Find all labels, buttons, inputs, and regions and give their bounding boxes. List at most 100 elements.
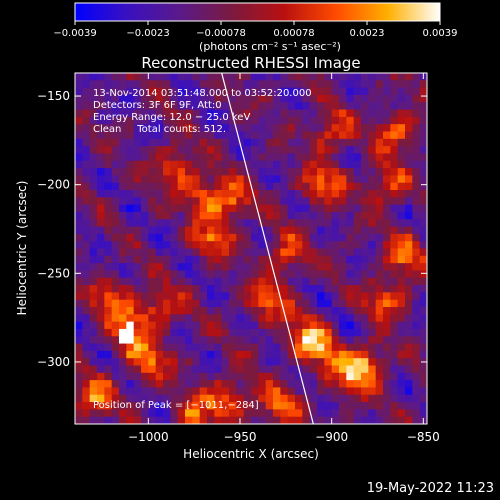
heatmap-cell (236, 307, 245, 315)
heatmap-cell (89, 299, 98, 308)
heatmap-cell (383, 102, 391, 110)
heatmap-cell (111, 160, 120, 169)
heatmap-cell (375, 226, 384, 235)
heatmap-cell (405, 138, 413, 147)
heatmap-cell (104, 241, 113, 249)
heatmap-cell (119, 226, 127, 235)
heatmap-cell (251, 175, 259, 184)
heatmap-cell (280, 255, 289, 264)
heatmap-cell (119, 116, 127, 125)
heatmap-cell (207, 350, 215, 359)
heatmap-cell (265, 109, 274, 118)
heatmap-cell (309, 94, 318, 103)
heatmap-cell (390, 102, 399, 110)
heatmap-cell (324, 365, 333, 374)
heatmap-cell (192, 116, 201, 125)
heatmap-cell (155, 146, 164, 154)
heatmap-cell (207, 402, 215, 410)
heatmap-cell (111, 307, 120, 315)
heatmap-cell (97, 175, 105, 184)
heatmap-cell (383, 248, 391, 257)
heatmap-cell (375, 87, 384, 96)
heatmap-cell (126, 277, 135, 286)
heatmap-cell (177, 402, 186, 410)
heatmap-cell (111, 226, 120, 235)
heatmap-cell (104, 307, 113, 315)
heatmap-cell (346, 182, 355, 191)
heatmap-cell (82, 365, 91, 374)
heatmap-cell (141, 80, 149, 89)
heatmap-cell (405, 263, 413, 271)
heatmap-cell (221, 116, 230, 125)
heatmap-cell (287, 321, 296, 330)
heatmap-cell (397, 394, 406, 403)
heatmap-cell (302, 358, 311, 366)
heatmap-cell (243, 402, 252, 410)
heatmap-cell (397, 263, 406, 271)
heatmap-cell (280, 365, 289, 374)
heatmap-cell (302, 321, 311, 330)
heatmap-cell (397, 131, 406, 140)
heatmap-cell (265, 255, 274, 264)
heatmap-cell (258, 80, 267, 89)
heatmap-cell (148, 380, 157, 388)
heatmap-cell (309, 153, 318, 162)
heatmap-cell (185, 402, 193, 410)
heatmap-cell (104, 131, 113, 140)
heatmap-cell (148, 241, 157, 249)
heatmap-cell (199, 416, 208, 424)
heatmap-cell (353, 138, 362, 147)
heatmap-cell (243, 138, 252, 147)
heatmap-cell (390, 168, 399, 176)
heatmap-cell (251, 102, 259, 110)
heatmap-cell (170, 109, 179, 118)
heatmap-cell (258, 211, 267, 220)
heatmap-cell (97, 299, 105, 308)
heatmap-cell (251, 263, 259, 271)
heatmap-cell (177, 387, 186, 396)
heatmap-cell (258, 270, 267, 279)
heatmap-cell (89, 153, 98, 162)
heatmap-cell (229, 416, 237, 424)
heatmap-cell (119, 102, 127, 110)
heatmap-cell (295, 204, 303, 213)
heatmap-cell (163, 87, 171, 96)
heatmap-cell (177, 380, 186, 388)
heatmap-cell (243, 197, 252, 206)
heatmap-cell (89, 409, 98, 418)
heatmap-cell (185, 138, 193, 147)
heatmap-cell (199, 285, 208, 293)
heatmap-cell (207, 219, 215, 227)
heatmap-cell (353, 94, 362, 103)
heatmap-cell (207, 182, 215, 191)
heatmap-cell (104, 380, 113, 388)
heatmap-cell (133, 241, 142, 249)
heatmap-cell (243, 233, 252, 242)
heatmap-cell (397, 365, 406, 374)
heatmap-cell (397, 226, 406, 235)
heatmap-cell (339, 219, 347, 227)
heatmap-cell (192, 131, 201, 140)
heatmap-cell (265, 365, 274, 374)
heatmap-cell (155, 336, 164, 344)
heatmap-cell (119, 168, 127, 176)
heatmap-cell (375, 387, 384, 396)
heatmap-cell (251, 204, 259, 213)
heatmap-cell (324, 116, 333, 125)
heatmap-cell (405, 292, 413, 301)
heatmap-cell (405, 394, 413, 403)
heatmap-cell (258, 328, 267, 337)
heatmap-cell (119, 131, 127, 140)
heatmap-cell (119, 87, 127, 96)
heatmap-cell (192, 336, 201, 344)
heatmap-cell (295, 219, 303, 227)
heatmap-cell (280, 102, 289, 110)
heatmap-cell (155, 190, 164, 198)
heatmap-cell (375, 94, 384, 103)
heatmap-cell (207, 87, 215, 96)
heatmap-cell (199, 226, 208, 235)
heatmap-cell (126, 226, 135, 235)
heatmap-cell (309, 204, 318, 213)
heatmap-cell (133, 328, 142, 337)
heatmap-cell (148, 175, 157, 184)
